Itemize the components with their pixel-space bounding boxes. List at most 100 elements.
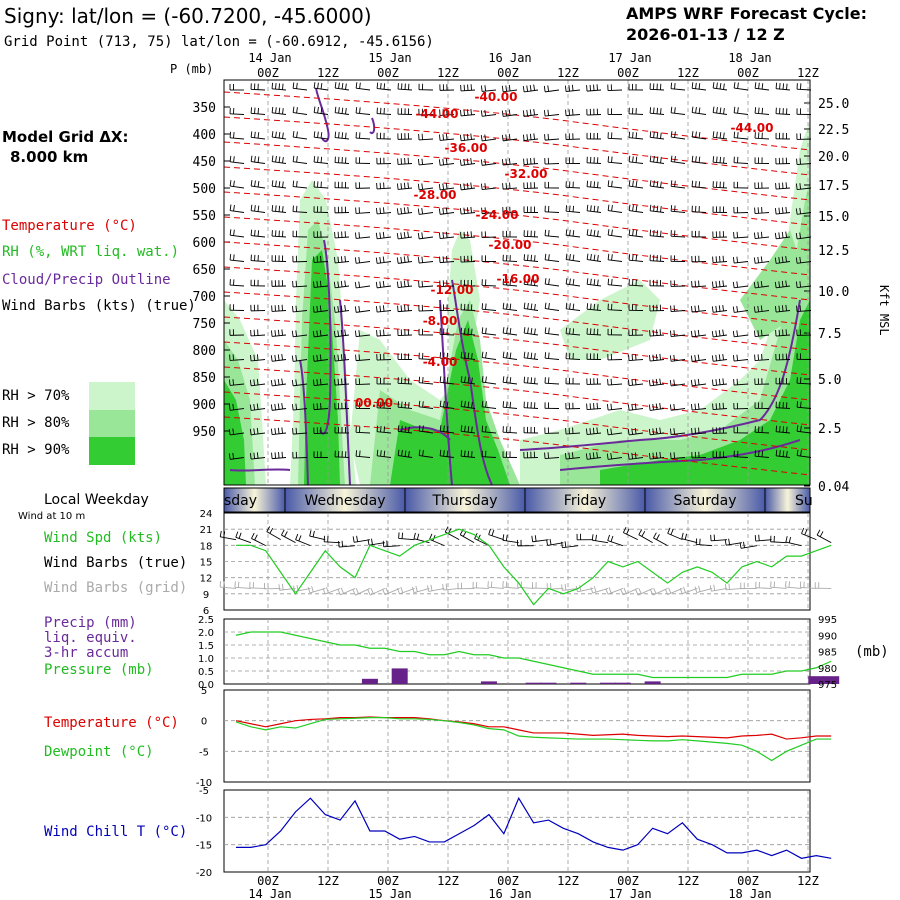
top-tick-label: 12Z	[437, 66, 459, 80]
pressure-y-tick: 990	[818, 631, 837, 642]
temperature-contour	[223, 391, 811, 451]
cloud-outline-path	[519, 299, 801, 451]
wind-y-tick: 6	[203, 606, 209, 617]
pressure-level-label: 650	[193, 263, 216, 278]
pressure-level-label: 500	[193, 182, 216, 197]
wind-y-tick: 12	[200, 574, 213, 585]
wind-barbs-true-label: Wind Barbs (true)	[44, 555, 187, 571]
pressure-y-tick: 995	[818, 615, 837, 626]
top-tick-label: 12Z	[557, 66, 579, 80]
legend-cloud: Cloud/Precip Outline	[2, 272, 171, 288]
legend-rh: RH (%, WRT liq. wat.)	[2, 244, 179, 260]
temperature-contour-label: -16.00	[497, 272, 540, 286]
weekday-label: Thursday	[431, 493, 497, 509]
pressure-level-label: 850	[193, 371, 216, 386]
temperature-contour-label: -32.00	[505, 167, 548, 181]
top-tick-label: 00Z	[257, 66, 279, 80]
bottom-date-label: 16 Jan	[488, 887, 531, 900]
temperature-contour	[223, 416, 811, 476]
pressure-level-label: 400	[193, 128, 216, 143]
rh-region	[304, 250, 340, 485]
model-grid-value: 8.000 km	[10, 148, 88, 166]
weekday-bar: sday Wednesday Thursday Friday Saturday Su	[223, 487, 813, 513]
temperature-contour-label: -24.00	[476, 208, 519, 222]
temperature-contour-label: -40.00	[475, 90, 518, 104]
top-date-label: 17 Jan	[608, 51, 651, 65]
precip-bar	[480, 681, 497, 684]
rh80-swatch	[89, 410, 135, 437]
temperature-contour	[223, 241, 811, 301]
top-date-label: 16 Jan	[488, 51, 531, 65]
top-date-label: 15 Jan	[368, 51, 411, 65]
temperature-contour	[223, 266, 811, 326]
weekday-label: Wednesday	[304, 493, 385, 509]
rh-region	[520, 120, 810, 485]
precip-y-tick: 2.0	[198, 628, 214, 639]
precip-bar	[361, 678, 378, 684]
chill-y-tick: -15	[196, 841, 212, 852]
wind-y-tick: 18	[200, 541, 213, 552]
temp-y-tick: 0	[201, 717, 207, 728]
precip-bar	[600, 682, 616, 684]
weekday-label: Local Weekday	[44, 492, 149, 508]
weekday-label: Saturday	[673, 493, 736, 509]
temperature-panel	[223, 689, 832, 783]
precip-y-tick: 1.5	[198, 641, 214, 652]
p-axis-label: P (mb)	[170, 62, 213, 76]
wind-y-tick: 21	[200, 525, 213, 536]
pressure-unit: (mb)	[855, 644, 889, 660]
chill-y-tick: -20	[196, 868, 212, 879]
weekday-cell	[404, 487, 526, 513]
precip-bar	[614, 682, 631, 684]
rh70-swatch	[89, 382, 135, 410]
rh-region	[740, 230, 800, 340]
chill-y-tick: -10	[196, 813, 212, 824]
top-tick-label: 12Z	[317, 66, 339, 80]
temperature-contour-label: -8.00	[423, 314, 458, 328]
wind-barbs-grid	[219, 581, 832, 596]
bottom-tick-label: 00Z	[737, 874, 759, 888]
model-grid-label: Model Grid ΔX:	[2, 128, 129, 146]
bottom-tick-label: 00Z	[377, 874, 399, 888]
kft-tick-label: 25.0	[818, 97, 849, 112]
kft-tick-label: 5.0	[818, 373, 841, 388]
temperature-contour	[223, 191, 811, 251]
top-tick-label: 00Z	[497, 66, 519, 80]
chill-y-ticks: -5 -10 -15 -20	[196, 786, 212, 879]
top-date-label: 14 Jan	[248, 51, 291, 65]
cloud-outline-path	[559, 439, 801, 471]
bottom-tick-label: 00Z	[257, 874, 279, 888]
legend-rh70: RH > 70%	[2, 388, 70, 404]
top-tick-label: 12Z	[797, 66, 819, 80]
temperature-contour	[223, 291, 811, 351]
temperature-contour	[223, 316, 811, 376]
rh-region	[560, 280, 660, 360]
kft-tick-label: 12.5	[818, 244, 849, 259]
dewpoint-label: Dewpoint (°C)	[44, 744, 154, 760]
precip-y-tick: 1.0	[198, 654, 214, 665]
bottom-date-label: 18 Jan	[728, 887, 771, 900]
weekday-cell	[524, 487, 646, 513]
temp-y-ticks: 5 0 -5 -10	[196, 686, 212, 789]
wind-speed-line	[236, 528, 832, 606]
kft-tick-label: 17.5	[818, 179, 849, 194]
top-tick-label: 00Z	[377, 66, 399, 80]
wind-chill-panel	[223, 789, 832, 873]
temperature-contour	[223, 341, 811, 401]
bottom-date-label: 15 Jan	[368, 887, 411, 900]
kft-ticks: 25.0 22.5 20.0 17.5 15.0 12.5 10.0 7.5 5.0 2.5 0.0…	[818, 97, 849, 495]
temperature-contours	[223, 91, 811, 476]
wind-at-10m: Wind at 10 m	[18, 511, 85, 522]
precip-label-2: liq. equiv.	[44, 630, 137, 646]
pressure-label: Pressure (mb)	[44, 662, 154, 678]
temperature-contour-labels: -40.00 -44.00 -44.00 -36.00 -32.00 -28.00 -24.…	[355, 90, 773, 410]
temperature-contour-label: -12.00	[431, 283, 474, 297]
bottom-tick-label: 12Z	[437, 874, 459, 888]
pressure-level-label: 800	[193, 344, 216, 359]
pressure-level-label: 450	[193, 155, 216, 170]
pressure-level-label: 750	[193, 317, 216, 332]
wind-y-ticks: 24 21 18 15 12 9 6	[200, 509, 213, 617]
grid-point-label: Grid Point (713, 75) lat/lon = (-60.6912…	[4, 34, 434, 50]
pressure-level-label: 550	[193, 209, 216, 224]
bottom-date-label: 17 Jan	[608, 887, 651, 900]
